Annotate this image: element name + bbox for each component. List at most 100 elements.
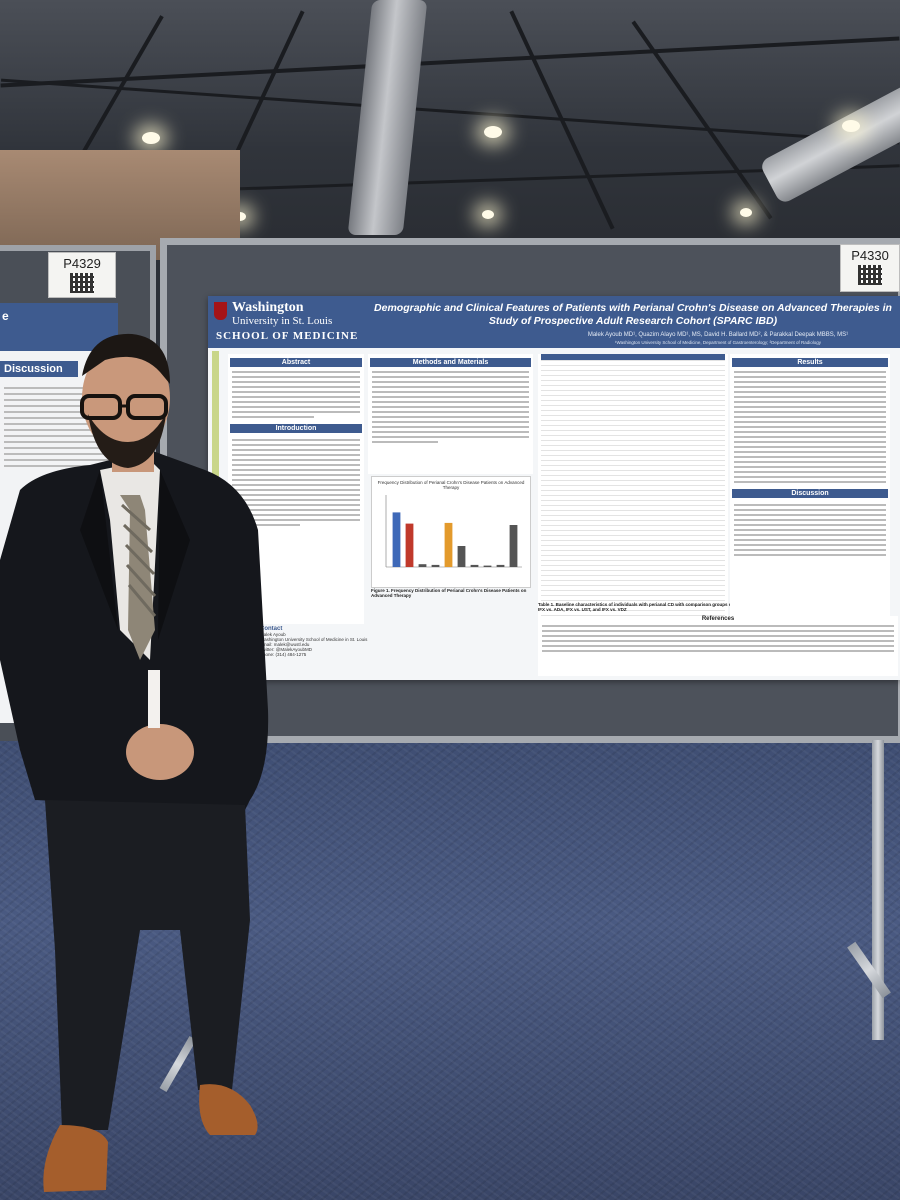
table-row: [541, 601, 725, 606]
table-row: [541, 451, 725, 456]
table-row: [541, 571, 725, 576]
table-row: [541, 466, 725, 471]
poster-authors: Malek Ayoub MD¹, Quazim Alayo MD¹, MS, D…: [587, 332, 849, 338]
references-heading: References: [701, 616, 735, 622]
left-poster-top-label: e: [2, 309, 9, 323]
chart-bar: [431, 564, 440, 567]
chart-bar: [470, 564, 479, 567]
chart-bar: [392, 512, 401, 567]
table-row: [541, 546, 725, 551]
table-row: [541, 371, 725, 376]
table-row: [541, 591, 725, 596]
introduction-heading: Introduction: [230, 424, 362, 433]
table-row: [541, 496, 725, 501]
table-row: [541, 586, 725, 591]
chart-title: Frequency Distribution of Perianal Crohn…: [377, 480, 525, 490]
contact-twitter: Twitter: @MalekAyoubMD: [260, 647, 313, 652]
table-row: [541, 411, 725, 416]
contact-org: Washington University School of Medicine…: [260, 637, 368, 642]
abstract-heading: Abstract: [230, 358, 362, 367]
table-row: [541, 486, 725, 491]
contact-block: Contact Malek Ayoub Washington Universit…: [260, 626, 370, 674]
contact-heading: Contact: [260, 626, 283, 632]
chart-bar: [457, 546, 466, 567]
bar-chart: Frequency Distribution of Perianal Crohn…: [371, 476, 531, 588]
table-row: [541, 386, 725, 391]
research-poster: Washington University in St. Louis SCHOO…: [208, 296, 900, 680]
ceiling-light: [482, 210, 494, 219]
discussion-heading: Discussion: [732, 489, 888, 498]
chart-bar: [405, 523, 414, 567]
table-row: [541, 561, 725, 566]
qr-code-icon: [858, 265, 882, 285]
booth-tag-right: P4330: [840, 244, 900, 292]
table-row: [541, 576, 725, 581]
table-row: [541, 396, 725, 401]
figure-caption: Figure 1. Frequency Distribution of Peri…: [371, 588, 527, 598]
chart-bar: [496, 564, 505, 567]
chart-bar: [444, 522, 453, 567]
poster-column-2: Methods and Materials: [368, 354, 533, 474]
table-row: [541, 531, 725, 536]
chart-bar: [483, 565, 492, 567]
ceiling-light: [142, 132, 160, 144]
methods-heading: Methods and Materials: [370, 358, 531, 367]
table-row: [541, 611, 725, 616]
booth-tag-left: P4329: [48, 252, 116, 298]
table-row: [541, 606, 725, 611]
qr-code-icon: [70, 273, 94, 293]
table-row: [541, 541, 725, 546]
table-row: [541, 406, 725, 411]
table-row: [541, 536, 725, 541]
table-row: [541, 511, 725, 516]
table-row: [541, 366, 725, 371]
ceiling-light: [234, 212, 246, 221]
ceiling-light: [740, 208, 752, 217]
table-row: [541, 441, 725, 446]
table-row: [541, 354, 725, 361]
table-row: [541, 516, 725, 521]
references-block: References: [538, 616, 898, 676]
ceiling-light: [842, 120, 860, 132]
table-row: [541, 426, 725, 431]
poster-title: Demographic and Clinical Features of Pat…: [374, 302, 892, 327]
table-row: [541, 471, 725, 476]
table-row: [541, 551, 725, 556]
table-row: [541, 391, 725, 396]
table-row: [541, 521, 725, 526]
shield-icon: [214, 302, 227, 320]
table-row: [541, 481, 725, 486]
table-row: [541, 461, 725, 466]
contact-name: Malek Ayoub: [260, 632, 286, 637]
table-row: [541, 581, 725, 586]
left-poster-heading: Discussion: [0, 361, 78, 377]
table-row: [541, 416, 725, 421]
table-row: [541, 566, 725, 571]
table-caption: Table 1. Baseline characteristics of ind…: [538, 602, 733, 612]
table-row: [541, 456, 725, 461]
stand-leg: [872, 740, 884, 1040]
table-row: [541, 401, 725, 406]
results-heading: Results: [732, 358, 888, 367]
table-row: [541, 491, 725, 496]
presenter: [0, 333, 269, 1192]
table-row: [541, 431, 725, 436]
table-row: [541, 421, 725, 426]
table-row: [541, 506, 725, 511]
table-row: [541, 361, 725, 366]
contact-email: Email: malek@wustl.edu: [260, 642, 310, 647]
table-row: [541, 501, 725, 506]
table-row: [541, 436, 725, 441]
poster-column-4: Results Discussion: [730, 354, 890, 616]
baseline-table: [538, 354, 728, 654]
table-row: [541, 476, 725, 481]
poster-header: Washington University in St. Louis SCHOO…: [208, 296, 900, 348]
university-logo: Washington University in St. Louis SCHOO…: [214, 300, 359, 342]
table-row: [541, 446, 725, 451]
chart-bar: [509, 525, 518, 567]
table-row: [541, 596, 725, 601]
table-row: [541, 376, 725, 381]
contact-phone: Phone: (314) 484-1275: [260, 652, 307, 657]
chart-plot: [385, 495, 522, 568]
